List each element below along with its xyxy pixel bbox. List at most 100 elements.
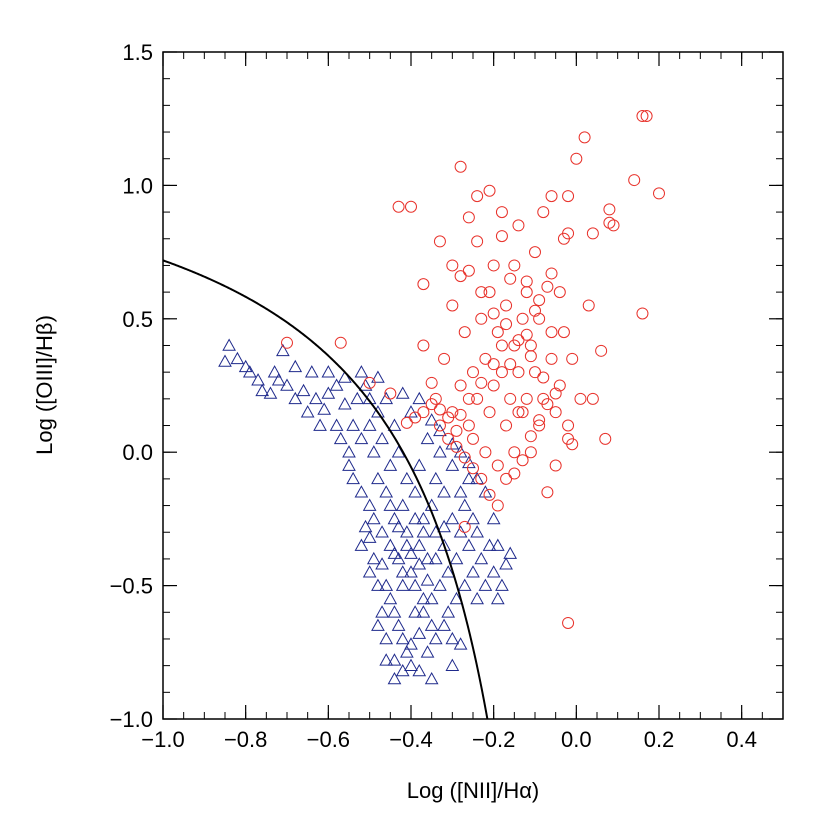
circle-point (636, 307, 649, 320)
circle-point (578, 131, 591, 144)
circle-point (500, 472, 513, 485)
triangle-point (437, 538, 451, 551)
circle-point (491, 499, 504, 512)
triangle-point (400, 645, 414, 658)
circle-point (475, 376, 488, 389)
triangle-point (457, 578, 472, 591)
triangle-point (371, 405, 385, 418)
circle-point (500, 318, 513, 331)
x-tick-label: −1.0 (141, 727, 184, 752)
triangle-point (267, 365, 282, 378)
triangle-point (482, 538, 497, 551)
triangle-point (474, 551, 489, 565)
circle-point (512, 366, 525, 379)
triangle-point (499, 557, 513, 570)
circle-point (454, 160, 467, 173)
triangle-point (321, 365, 336, 378)
triangle-point (453, 637, 468, 650)
triangle-point (375, 431, 389, 445)
circle-point (549, 406, 562, 419)
triangle-point (329, 418, 344, 431)
triangle-point (412, 458, 427, 471)
triangle-point (313, 418, 327, 431)
triangle-point (379, 485, 394, 498)
circle-point (334, 336, 347, 349)
triangle-point (218, 354, 232, 367)
circle-point (533, 419, 546, 432)
circle-point (400, 416, 413, 429)
triangle-point (387, 418, 402, 431)
circle-point (562, 227, 575, 240)
circle-point (479, 446, 492, 459)
triangle-point (375, 525, 389, 538)
circle-point (281, 336, 293, 349)
triangle-point (416, 525, 431, 538)
y-axis-label: Log ([OIII]/Hβ) (32, 315, 57, 455)
circle-point (640, 110, 653, 123)
y-tick-label: 1.0 (122, 173, 153, 198)
triangle-point (420, 551, 435, 565)
triangle-point (371, 618, 385, 631)
triangle-point (424, 618, 439, 631)
circle-point (450, 424, 463, 437)
triangle-point (362, 565, 377, 578)
triangle-point (400, 538, 414, 551)
triangle-point (441, 605, 456, 618)
triangle-point (416, 511, 431, 525)
triangle-point (478, 485, 493, 498)
circle-point (520, 275, 533, 288)
triangle-point (379, 631, 394, 645)
circle-point (429, 392, 442, 405)
circle-point (545, 326, 558, 339)
triangle-point (366, 511, 381, 525)
circle-point (504, 392, 517, 405)
triangle-point (383, 498, 398, 511)
circle-point (508, 467, 521, 480)
triangle-point (437, 519, 451, 533)
triangle-point (387, 511, 402, 525)
triangle-point (453, 445, 468, 458)
circle-point (566, 352, 579, 365)
circle-point (438, 352, 451, 365)
triangle-point (428, 631, 443, 645)
circle-point (549, 459, 562, 472)
triangle-point (433, 578, 447, 591)
triangle-point (329, 378, 344, 391)
triangle-point (379, 653, 394, 666)
triangle-point (495, 578, 509, 591)
triangle-point (412, 391, 427, 405)
circle-point (491, 459, 504, 472)
triangle-point (400, 471, 414, 485)
triangle-point (404, 565, 418, 578)
triangle-point (280, 378, 294, 391)
triangle-point (338, 397, 352, 410)
triangle-point (449, 551, 464, 565)
triangle-point (263, 386, 278, 399)
x-tick-label: 0.4 (726, 727, 757, 752)
triangle-point (449, 591, 464, 605)
circle-point (586, 227, 599, 240)
triangle-point (428, 471, 443, 485)
circle-point (417, 339, 430, 352)
triangle-point (395, 386, 410, 399)
triangle-point (276, 343, 290, 357)
triangle-point (424, 413, 439, 426)
plot-frame (162, 51, 784, 720)
circle-point (570, 152, 583, 165)
circle-point (417, 278, 430, 291)
x-tick-label: −0.2 (472, 727, 515, 752)
circle-point (603, 216, 616, 229)
triangle-point (346, 471, 360, 485)
triangle-point (408, 578, 422, 591)
circle-point (450, 440, 463, 453)
y-tick-label: 0.5 (122, 307, 153, 332)
triangle-point (366, 445, 381, 458)
triangle-point (255, 383, 270, 397)
circle-point (529, 304, 541, 317)
circle-point (467, 462, 479, 475)
triangle-point (420, 431, 435, 445)
triangle-point (362, 418, 377, 431)
triangle-point (404, 637, 418, 650)
circle-point (487, 307, 500, 320)
